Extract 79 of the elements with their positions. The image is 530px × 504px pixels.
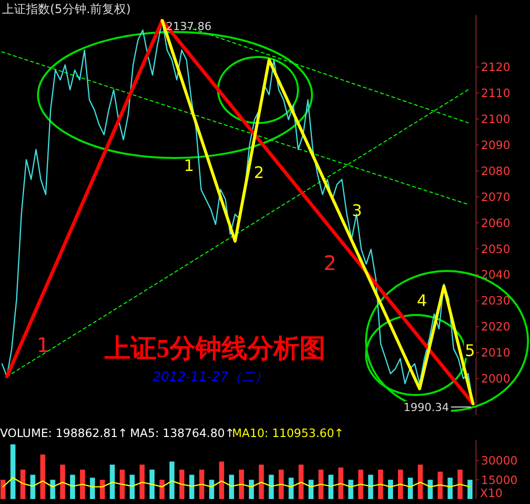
y-tick-label: 2090 (481, 138, 510, 152)
bar (348, 480, 354, 499)
bar (150, 470, 155, 499)
annotation: 1990.34 (404, 401, 449, 414)
bar (189, 474, 194, 499)
bar (358, 470, 364, 499)
annotation: MA10: 110953.60↑ (232, 426, 344, 440)
bar (0, 480, 6, 499)
annotation: 5 (464, 341, 476, 360)
y-tick-label: 2110 (481, 86, 510, 100)
bar (159, 480, 164, 499)
bar (308, 480, 314, 499)
y-tick-label: 2020 (481, 320, 510, 334)
annotation: 2 (254, 163, 264, 182)
bar (398, 470, 403, 499)
bar (219, 462, 224, 499)
bar (100, 480, 105, 499)
line-series (2, 477, 471, 488)
bar (238, 470, 244, 499)
bar (80, 470, 85, 499)
bar (60, 464, 66, 499)
bar (458, 470, 463, 499)
bar (268, 474, 274, 499)
annotation: VOLUME: 198862.81↑ (0, 426, 128, 440)
bar (428, 480, 433, 499)
bar (278, 470, 284, 499)
y-tick-label: 2040 (481, 268, 510, 282)
annotation: 3 (352, 201, 362, 220)
bar (110, 464, 115, 499)
y-tick-label: 2030 (481, 294, 510, 308)
bar (418, 464, 423, 499)
bar (199, 470, 204, 499)
bar (130, 474, 135, 499)
bar (10, 444, 16, 499)
bar (328, 474, 334, 499)
y-tick-label: 15000 (481, 472, 518, 487)
y-tick-label: 2010 (481, 346, 510, 360)
y-tick-label: 2080 (481, 164, 510, 178)
bar (140, 464, 145, 499)
annotation: 1 (36, 333, 50, 357)
text: 上证5分钟线分析图 (104, 334, 326, 363)
y-tick-label: 2070 (481, 190, 510, 204)
y-tick-label: 2120 (481, 60, 510, 74)
bar (120, 470, 125, 499)
bar (90, 478, 95, 499)
bar (378, 470, 384, 499)
bar (448, 478, 453, 499)
bar (338, 468, 344, 499)
bar (209, 480, 214, 499)
y-tick-label: 2000 (481, 372, 510, 386)
chart-title: 上证指数(5分钟.前复权) (2, 2, 131, 16)
annotation: 4 (416, 291, 428, 310)
bar (368, 474, 374, 499)
bar (438, 472, 443, 499)
bar (388, 480, 394, 499)
bar (20, 470, 26, 499)
bar (248, 480, 254, 499)
bar (468, 480, 472, 499)
annotation: MA5: 138764.80↑ (130, 426, 234, 440)
bar (169, 462, 174, 499)
bar (229, 474, 234, 499)
text: X10 (480, 486, 503, 500)
annotation: 2012-11-27（二） (152, 370, 268, 385)
y-tick-label: 2100 (481, 112, 510, 126)
y-tick-label: 2050 (481, 242, 510, 256)
bar (318, 470, 324, 499)
bar (50, 480, 56, 499)
bar (258, 464, 264, 499)
annotation: 1 (184, 156, 194, 175)
bar (40, 454, 46, 499)
bar (298, 464, 304, 499)
annotation: 2 (324, 251, 336, 275)
y-tick-label: 30000 (481, 454, 518, 468)
bar (70, 474, 76, 499)
bar (30, 474, 36, 499)
bar (408, 478, 413, 499)
bar (179, 470, 184, 499)
bar (288, 478, 294, 499)
y-tick-label: 2060 (481, 216, 510, 230)
